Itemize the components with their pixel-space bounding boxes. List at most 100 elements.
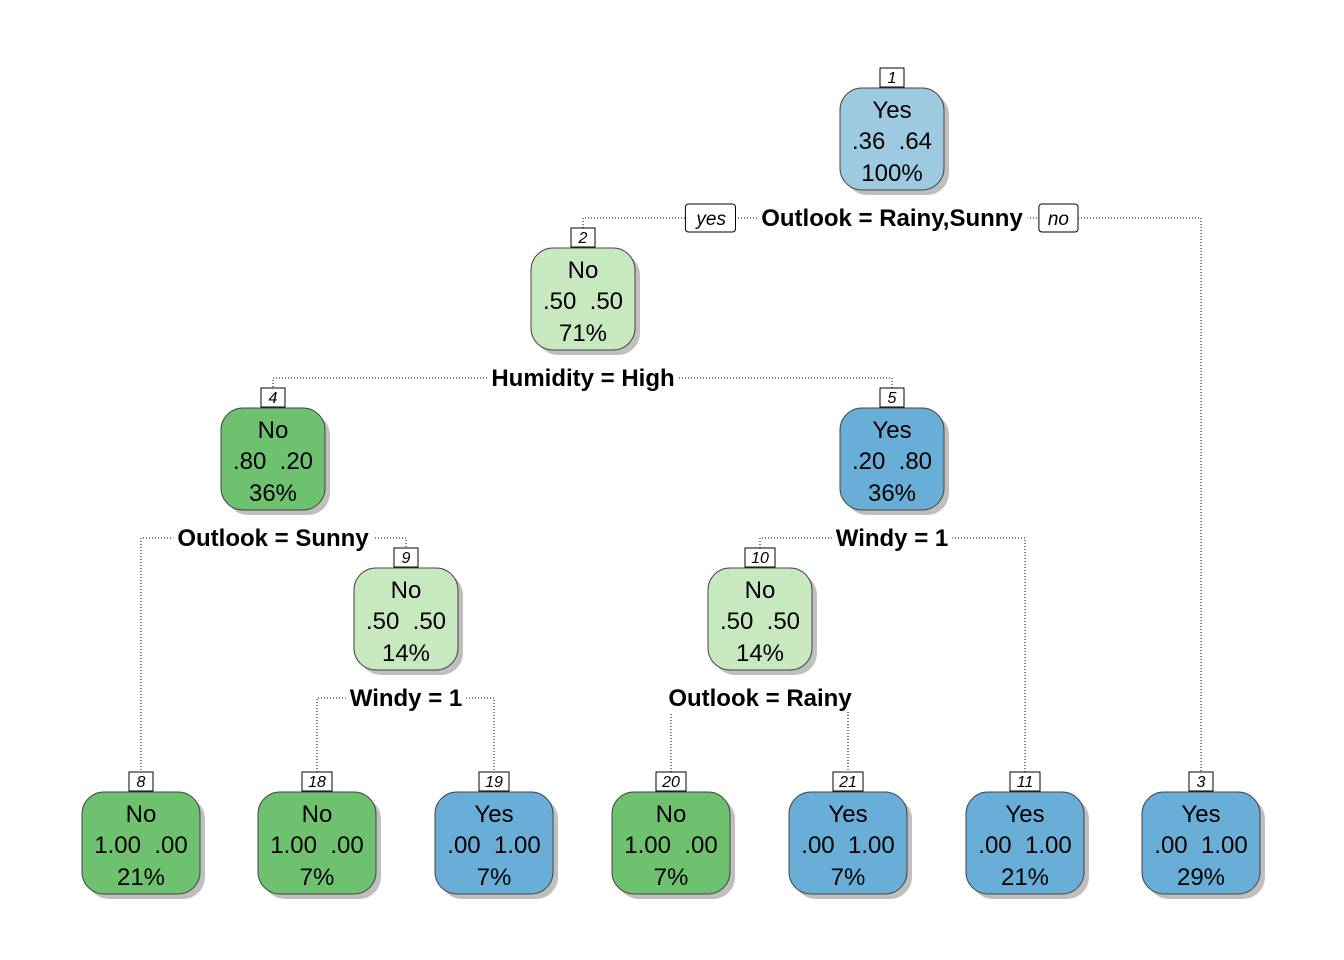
node-pct-label: 7% (831, 864, 866, 891)
tree-node-19: 19 Yes .00 1.00 7% (434, 771, 558, 899)
node-pct-label: 36% (868, 480, 916, 507)
edge-2-5 (583, 377, 893, 388)
split-label-4: Outlook = Sunny (177, 525, 369, 552)
branch-label-yes-box (684, 203, 736, 233)
tree-node-4: 4 No .80 .20 36% (220, 387, 330, 515)
tree-node-20: 20 No 1.00 .00 7% (611, 771, 735, 899)
node-box (81, 791, 201, 895)
edge-5-10 (759, 537, 892, 548)
split-label-bg (173, 525, 374, 552)
edge-5-11 (892, 537, 1026, 772)
split-label-bg (664, 685, 857, 712)
node-pct-label: 14% (736, 640, 784, 667)
split-labels: Outlook = Rainy,Sunny yes no Humidity = Hig… (173, 203, 1079, 712)
node-id-box (879, 67, 905, 88)
node-probs-label: .20 .80 (852, 448, 932, 475)
node-id-label: 5 (888, 390, 897, 407)
node-pct-label: 100% (861, 160, 922, 187)
node-id-box (1188, 771, 1214, 792)
branch-label-no: no (1048, 209, 1069, 230)
node-id-box (128, 771, 154, 792)
node-class-label: No (656, 801, 687, 828)
node-class-label: Yes (1005, 801, 1044, 828)
node-box (839, 407, 945, 511)
node-box (434, 791, 554, 895)
tree-nodes: 1 Yes .36 .64 100% 2 No .50 .50 71% 4 No .80 .20 36… (81, 67, 1265, 899)
node-probs-label: 1.00 .00 (94, 832, 187, 859)
node-class-label: No (302, 801, 333, 828)
tree-node-8: 8 No 1.00 .00 21% (81, 771, 205, 899)
edge-4-9 (273, 537, 407, 548)
tree-node-5: 5 Yes .20 .80 36% (839, 387, 949, 515)
node-box (965, 791, 1085, 895)
node-id-label: 18 (308, 774, 326, 791)
tree-node-18: 18 No 1.00 .00 7% (257, 771, 381, 899)
node-pct-label: 29% (1177, 864, 1225, 891)
tree-node-2: 2 No .50 .50 71% (530, 227, 640, 355)
node-probs-label: .50 .50 (366, 608, 446, 635)
node-box (788, 791, 908, 895)
split-label-9: Windy = 1 (350, 685, 462, 712)
node-box (220, 407, 326, 511)
node-id-box (478, 771, 510, 792)
node-id-label: 11 (1017, 774, 1034, 791)
node-id-label: 21 (838, 774, 857, 791)
node-probs-label: .00 1.00 (1154, 832, 1247, 859)
node-class-label: Yes (1181, 801, 1220, 828)
node-pct-label: 7% (477, 864, 512, 891)
split-label-bg (757, 205, 1028, 232)
node-id-box (1009, 771, 1041, 792)
node-probs-label: .50 .50 (543, 288, 623, 315)
node-class-label: No (258, 417, 289, 444)
branch-label-no-box (1038, 203, 1079, 233)
tree-node-21: 21 Yes .00 1.00 7% (788, 771, 912, 899)
node-id-label: 3 (1197, 774, 1206, 791)
node-probs-label: .80 .20 (233, 448, 313, 475)
node-id-box (744, 547, 776, 568)
split-label-1: Outlook = Rainy,Sunny (761, 205, 1023, 232)
split-label-bg (345, 685, 467, 712)
node-box (257, 791, 377, 895)
split-label-5: Windy = 1 (836, 525, 948, 552)
node-probs-label: .50 .50 (720, 608, 800, 635)
node-pct-label: 7% (654, 864, 689, 891)
node-class-label: Yes (872, 97, 911, 124)
edge-9-18 (316, 697, 406, 772)
tree-node-11: 11 Yes .00 1.00 21% (965, 771, 1089, 899)
node-id-box (393, 547, 419, 568)
node-id-label: 4 (269, 390, 278, 407)
node-class-label: No (568, 257, 599, 284)
split-label-bg (831, 525, 953, 552)
split-label-10: Outlook = Rainy (668, 685, 852, 712)
node-box (1141, 791, 1261, 895)
node-class-label: Yes (828, 801, 867, 828)
node-id-box (832, 771, 864, 792)
edge-4-8 (140, 537, 273, 772)
node-probs-label: 1.00 .00 (270, 832, 363, 859)
node-id-box (570, 227, 596, 248)
tree-node-10: 10 No .50 .50 14% (707, 547, 817, 675)
edge-2-4 (272, 377, 583, 388)
node-class-label: No (126, 801, 157, 828)
edge-10-20 (670, 697, 760, 772)
edge-9-19 (406, 697, 495, 772)
node-id-label: 2 (578, 230, 588, 247)
node-id-label: 1 (888, 70, 897, 87)
tree-node-9: 9 No .50 .50 14% (353, 547, 463, 675)
node-id-box (260, 387, 286, 408)
split-label-bg (487, 365, 679, 392)
node-id-box (655, 771, 687, 792)
node-id-box (301, 771, 333, 792)
node-box (611, 791, 731, 895)
node-box (707, 567, 813, 671)
node-id-label: 19 (485, 774, 503, 791)
node-class-label: No (745, 577, 776, 604)
node-class-label: No (391, 577, 422, 604)
branch-label-yes: yes (694, 209, 726, 230)
node-box (530, 247, 636, 351)
tree-node-1: 1 Yes .36 .64 100% (839, 67, 949, 195)
node-pct-label: 14% (382, 640, 430, 667)
node-probs-label: .00 1.00 (801, 832, 894, 859)
node-pct-label: 21% (117, 864, 165, 891)
